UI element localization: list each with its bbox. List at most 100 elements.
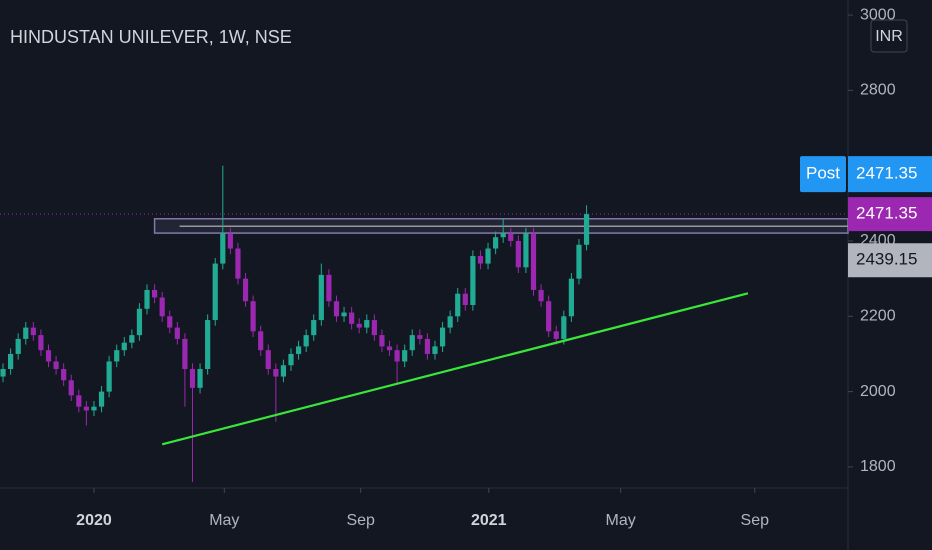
candle-body [364, 320, 370, 328]
currency-label[interactable]: INR [875, 28, 903, 45]
candle-body [349, 312, 355, 324]
candle-body [493, 237, 499, 249]
trend-line [161, 292, 749, 446]
candle-body [205, 320, 211, 370]
plot-area [0, 165, 849, 482]
candle-body [197, 369, 203, 388]
candle-body [470, 256, 476, 305]
level-price-label: 2439.15 [856, 250, 917, 269]
candle-body [576, 244, 582, 279]
candle-body [129, 335, 135, 343]
x-tick-label: May [606, 512, 636, 529]
candle-body [394, 350, 400, 362]
level-price-badge [848, 243, 932, 278]
candle-body [76, 395, 82, 407]
candle-body [455, 293, 461, 317]
y-tick-label: 2200 [860, 308, 896, 325]
last-price-label: 2471.35 [856, 204, 917, 223]
candle-body [250, 301, 256, 332]
y-tick-label: 3000 [860, 6, 896, 23]
x-tick-label: May [209, 512, 239, 529]
candle-body [227, 233, 233, 249]
candle-body [61, 369, 67, 381]
candle-body [258, 331, 264, 351]
candle-body [530, 233, 537, 290]
candle-body [318, 274, 324, 321]
candle-body [409, 335, 415, 351]
candle-body [114, 350, 120, 362]
candle-body [295, 346, 302, 354]
candle-body [553, 331, 559, 339]
candle-body [379, 335, 385, 347]
candle-body [386, 346, 393, 351]
candle-body [280, 365, 287, 377]
candle-body [0, 369, 6, 377]
x-tick-label: 2020 [76, 512, 112, 529]
candle-body [583, 214, 590, 245]
candle-body [273, 369, 279, 377]
candle-body [561, 316, 567, 339]
candle-body [326, 274, 332, 302]
y-tick-label: 1800 [860, 458, 896, 475]
candle-body [311, 320, 317, 336]
candle-body [303, 335, 309, 347]
candle-body [15, 338, 21, 354]
x-tick-label: Sep [346, 512, 375, 529]
last-price-badge [848, 197, 932, 232]
y-tick-label: 2800 [860, 82, 896, 99]
candle-body [98, 391, 105, 407]
candle-body [432, 346, 438, 354]
post-price-label: 2471.35 [856, 164, 917, 183]
candle-body [30, 327, 36, 336]
candle-body [167, 316, 173, 328]
candle-body [189, 369, 196, 388]
candle-body [356, 323, 362, 328]
candle-body [477, 256, 484, 264]
x-tick-label: Sep [741, 512, 770, 529]
candle-body [83, 406, 89, 411]
candle-body [288, 353, 294, 366]
candle-body [174, 327, 180, 339]
candle-body [38, 335, 44, 351]
candle-body [45, 350, 52, 362]
candle-body [265, 350, 271, 370]
candle-body [242, 278, 249, 302]
candle-body [568, 278, 574, 317]
x-tick-label: 2021 [471, 512, 507, 529]
candle-body [220, 233, 226, 264]
candle-body [151, 289, 158, 298]
candle-body [447, 316, 453, 328]
currency-box[interactable] [870, 19, 908, 53]
candle-body [508, 233, 514, 241]
candle-body [500, 233, 506, 238]
candle-body [371, 320, 377, 336]
candle-body [485, 248, 491, 264]
post-badge [800, 156, 846, 193]
candle-body [523, 233, 529, 268]
chart-title: HINDUSTAN UNILEVER, 1W, NSE [10, 27, 292, 47]
candle-body [538, 289, 544, 302]
candle-body [144, 289, 150, 309]
candle-body [121, 342, 127, 351]
candle-body [68, 380, 74, 396]
candle-body [8, 353, 14, 370]
candle-body [23, 327, 29, 339]
candle-body [212, 263, 218, 321]
candle-body [417, 335, 423, 339]
candle-body [136, 308, 143, 336]
y-tick-label: 2000 [860, 383, 896, 400]
candle-body [424, 338, 431, 354]
candle-body [402, 350, 408, 362]
candle-body [53, 361, 59, 370]
candle-body [106, 361, 112, 392]
candle-body [462, 293, 468, 305]
candle-body [546, 301, 552, 332]
candle-body [182, 338, 188, 370]
candle-body [439, 327, 446, 347]
candle-body [333, 301, 340, 317]
candle-body [341, 312, 347, 317]
post-price-badge [848, 156, 932, 193]
candle-body [91, 406, 97, 411]
